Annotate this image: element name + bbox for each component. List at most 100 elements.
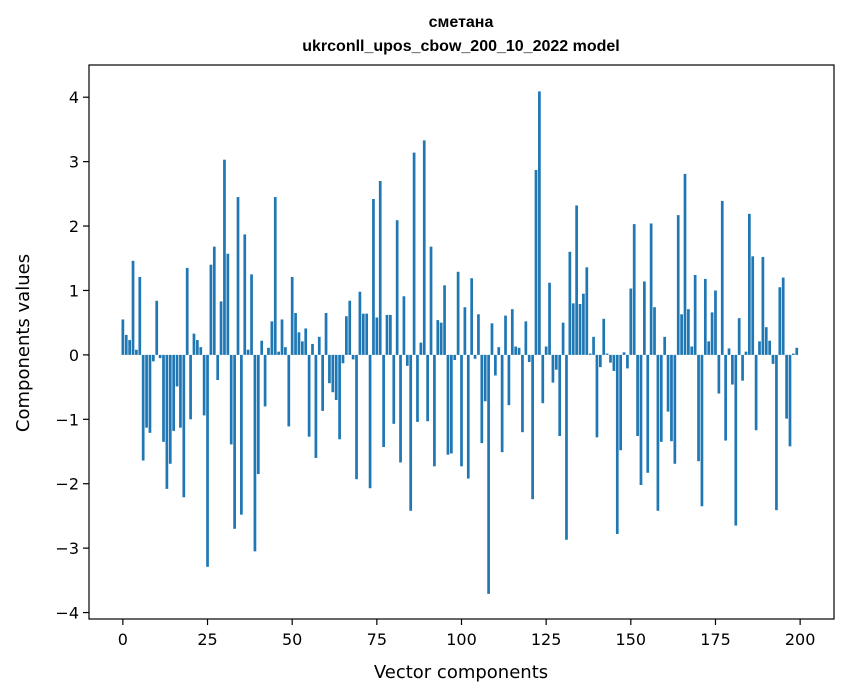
bar [378,180,382,355]
bar [229,354,233,445]
bar [121,319,125,355]
bar [470,278,474,355]
bar [781,277,785,355]
bar [206,354,209,567]
bar [480,354,484,444]
bar [348,300,352,355]
bar [382,354,385,447]
bar [351,354,355,360]
bar [317,336,321,355]
bar [795,347,799,355]
bar [141,354,145,461]
bar [145,354,148,428]
bar [250,274,253,355]
plot-frame [88,64,835,620]
bar [466,354,470,479]
x-tick-label: 75 [367,630,387,649]
bar [605,353,609,355]
bar [534,170,538,355]
bar [158,354,162,359]
bar [582,293,585,355]
y-tick-label: −1 [55,410,79,429]
bar [578,303,582,355]
bar [792,353,795,355]
bar [676,215,680,355]
bar [429,246,433,355]
bar [405,354,409,366]
bar [179,354,182,428]
bar [615,354,619,534]
bar [449,354,453,454]
bar [764,327,768,355]
bar [307,354,311,437]
bar [395,220,399,355]
bar [385,314,389,355]
y-axis-label: Components values [13,254,34,432]
bar [500,354,504,453]
bar [463,307,467,355]
bar [504,315,507,355]
bar [131,260,135,355]
bar [568,251,572,355]
bar [554,354,558,370]
bar [426,354,429,422]
bar [202,354,206,416]
bar [697,354,700,462]
bar [182,354,186,498]
bar [541,354,545,404]
bar [199,347,203,355]
bar [497,347,501,355]
bar [575,205,578,355]
bar [724,354,727,441]
bar [531,354,534,500]
bar [487,354,490,594]
bar [629,288,633,355]
bar [124,334,128,355]
bar [643,281,646,355]
bar [260,340,264,355]
bar [263,354,267,407]
bar [517,347,521,355]
bar [632,224,636,355]
bar [361,313,365,355]
bar [365,313,369,355]
y-tick-label: 0 [69,346,79,365]
bar [392,354,396,424]
bar [683,173,687,355]
bar [703,278,707,355]
bar [758,341,761,355]
bar [670,354,673,442]
bar [375,317,379,355]
bar [659,354,663,442]
bar [585,267,589,355]
bar [626,354,629,369]
bar [331,354,335,393]
y-tick-label: −3 [55,539,79,558]
bar [372,198,375,355]
bar [737,318,741,355]
bar [565,354,568,540]
bar [646,354,650,473]
bar [267,347,270,355]
bar [416,354,419,422]
bar [666,354,670,412]
bar [304,328,308,355]
chart-subtitle: ukrconll_upos_cbow_200_10_2022 model [302,38,619,55]
bar [328,354,331,384]
bar [734,354,738,526]
bar [209,264,213,355]
bar [172,354,176,431]
bar [155,300,159,355]
bar [775,354,778,511]
bar [243,234,247,355]
bar [619,354,623,451]
bar [693,275,697,355]
bar [436,320,440,355]
bar [571,303,575,355]
bar [219,301,223,355]
bar [402,296,406,355]
bar [192,333,196,355]
y-axis: −4 −3 −2 −1 0 1 2 3 4 [55,88,89,623]
x-tick-label: 25 [197,630,217,649]
bar [483,354,487,402]
